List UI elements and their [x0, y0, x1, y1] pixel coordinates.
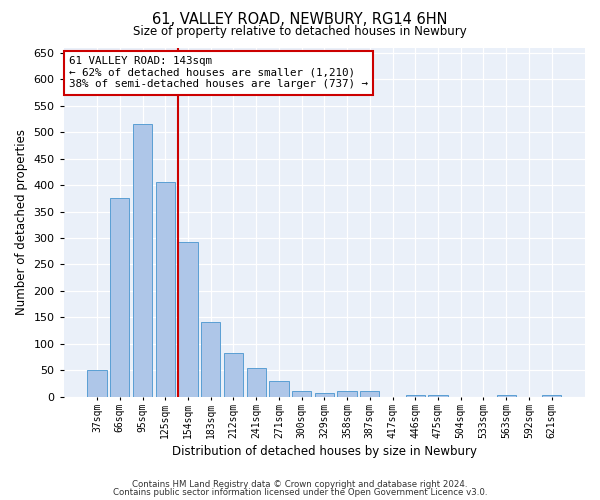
Text: 61 VALLEY ROAD: 143sqm
← 62% of detached houses are smaller (1,210)
38% of semi-: 61 VALLEY ROAD: 143sqm ← 62% of detached… [69, 56, 368, 90]
Bar [155, 182, 175, 397]
Bar [247, 368, 266, 397]
Y-axis label: Number of detached properties: Number of detached properties [15, 129, 28, 315]
Text: Size of property relative to detached houses in Newbury: Size of property relative to detached ho… [133, 25, 467, 38]
Text: Contains HM Land Registry data © Crown copyright and database right 2024.: Contains HM Land Registry data © Crown c… [132, 480, 468, 489]
Bar [337, 392, 357, 397]
Bar [542, 395, 562, 397]
Bar [133, 124, 152, 397]
Bar [269, 381, 289, 397]
X-axis label: Distribution of detached houses by size in Newbury: Distribution of detached houses by size … [172, 444, 477, 458]
Bar [406, 394, 425, 397]
Bar [110, 198, 130, 397]
Bar [88, 370, 107, 397]
Text: 61, VALLEY ROAD, NEWBURY, RG14 6HN: 61, VALLEY ROAD, NEWBURY, RG14 6HN [152, 12, 448, 28]
Bar [428, 394, 448, 397]
Bar [314, 392, 334, 397]
Bar [178, 242, 197, 397]
Bar [201, 322, 220, 397]
Text: Contains public sector information licensed under the Open Government Licence v3: Contains public sector information licen… [113, 488, 487, 497]
Bar [224, 354, 243, 397]
Bar [292, 392, 311, 397]
Bar [360, 392, 379, 397]
Bar [497, 394, 516, 397]
